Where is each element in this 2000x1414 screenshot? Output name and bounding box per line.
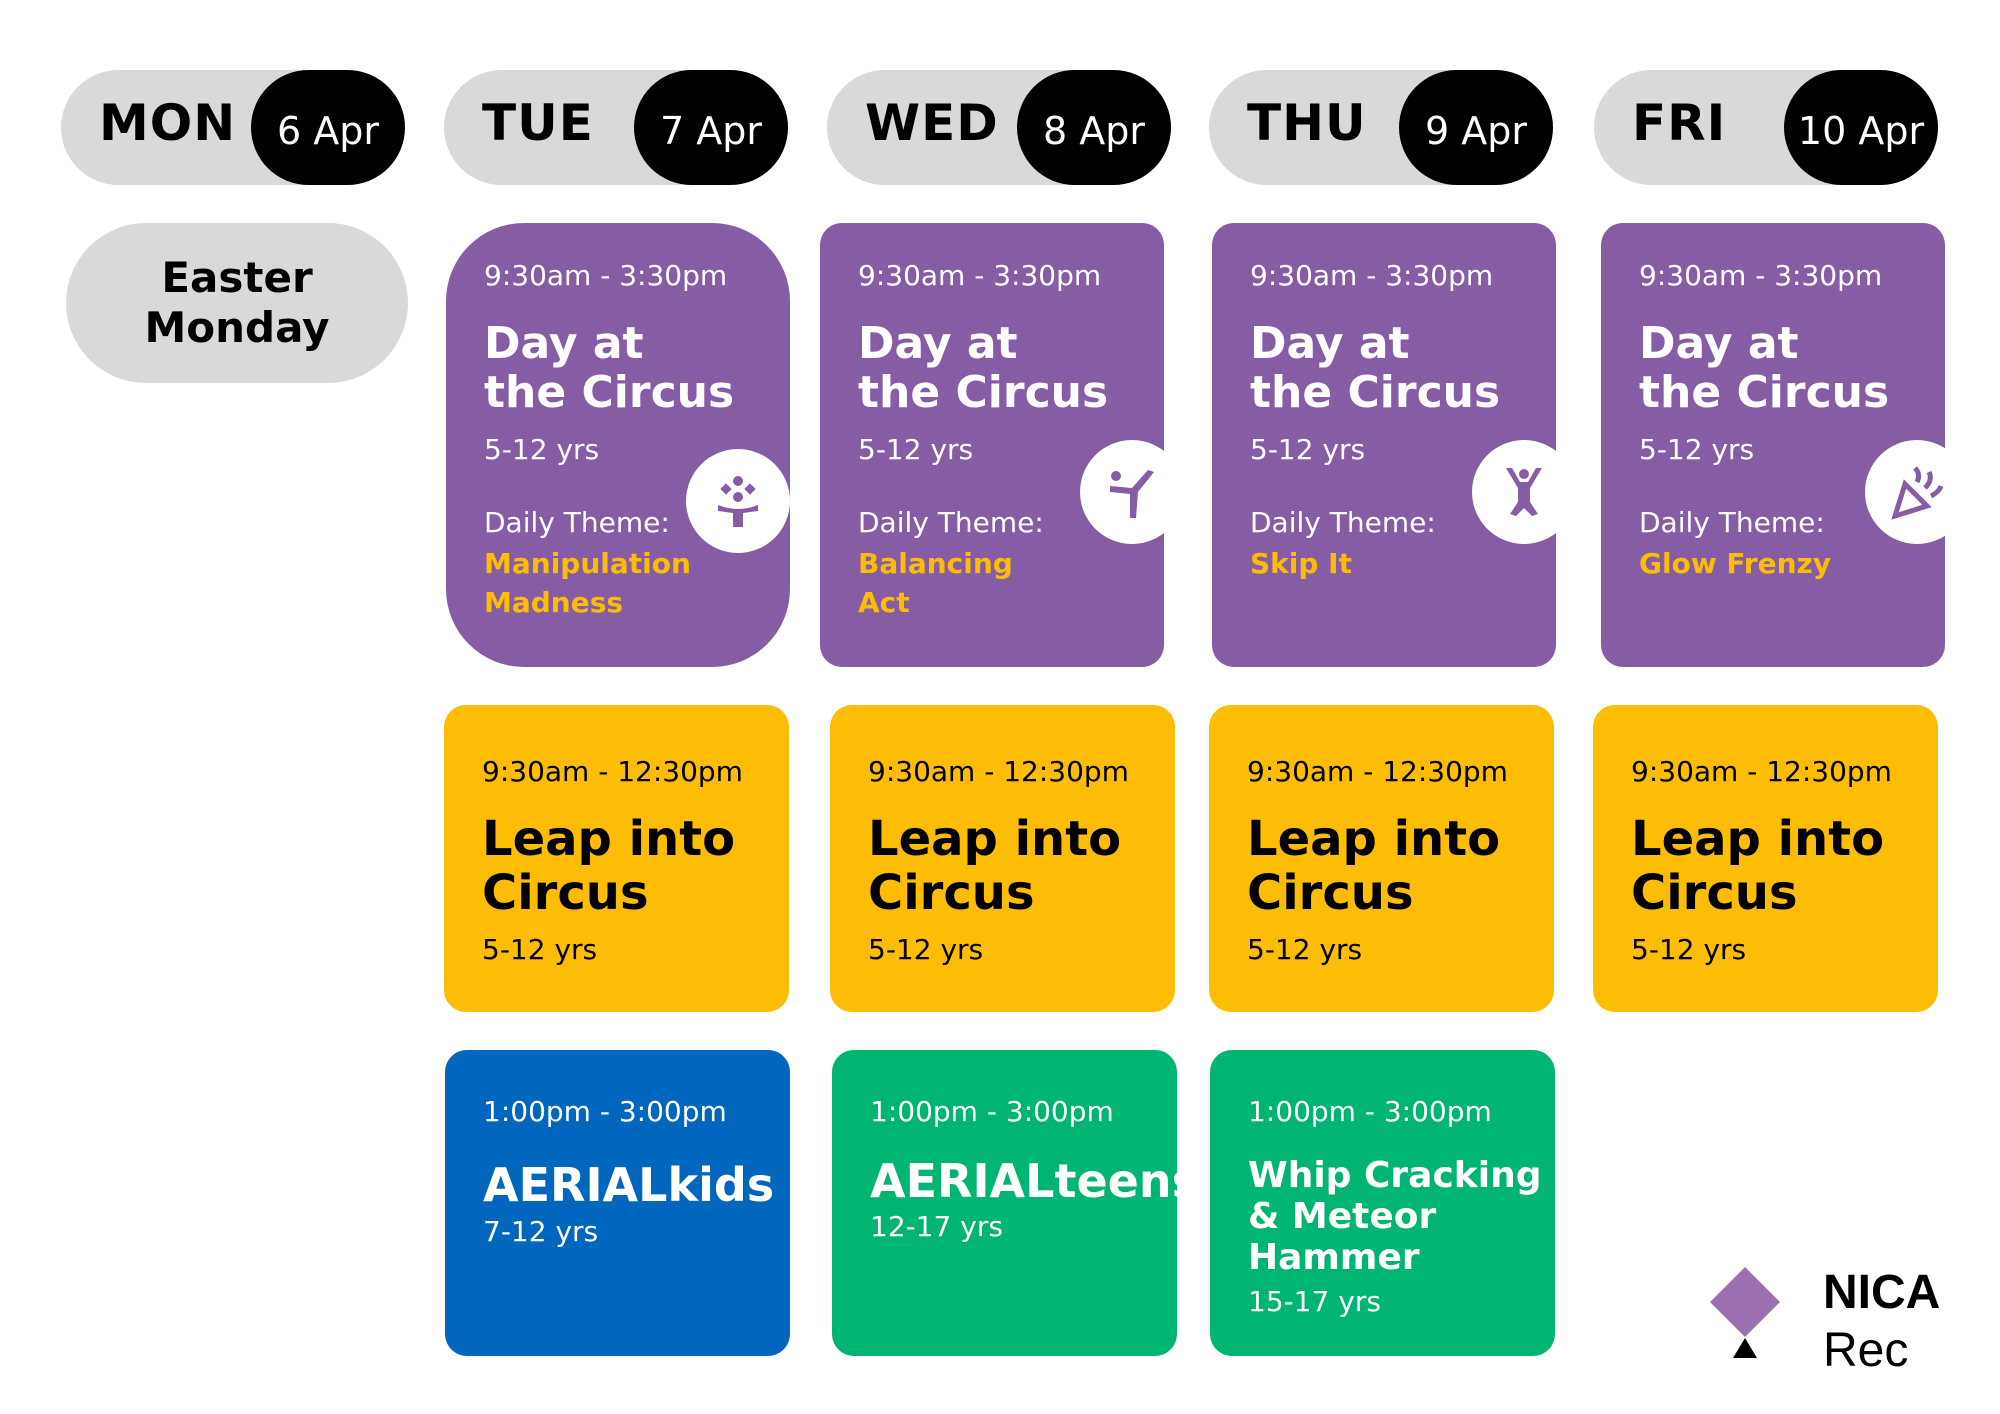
session-time: 9:30am - 3:30pm — [1639, 259, 1883, 292]
age-range: 5-12 yrs — [484, 433, 600, 466]
daily-theme: Skip It — [1250, 547, 1352, 580]
logo-text: NICA Rec — [1823, 1266, 1941, 1377]
day-date: 9 Apr — [1399, 70, 1553, 185]
age-range: 5-12 yrs — [858, 433, 974, 466]
jumping-icon — [1472, 440, 1556, 544]
day-date: 6 Apr — [251, 70, 405, 185]
theme-label: Daily Theme: — [858, 506, 1044, 539]
session-title: Whip Cracking & Meteor Hammer — [1248, 1155, 1542, 1279]
session-time: 9:30am - 12:30pm — [1247, 755, 1508, 788]
session-title: Leap into Circus — [482, 811, 736, 921]
holiday-pill: Easter Monday — [66, 223, 408, 383]
daily-theme: Glow Frenzy — [1639, 547, 1832, 580]
session-title: Leap into Circus — [1247, 811, 1501, 921]
session-time: 1:00pm - 3:00pm — [483, 1095, 727, 1128]
theme-label: Daily Theme: — [1639, 506, 1825, 539]
session-title: AERIALteens — [870, 1154, 1177, 1208]
age-range: 12-17 yrs — [870, 1210, 1003, 1243]
day-date: 7 Apr — [634, 70, 788, 185]
age-range: 5-12 yrs — [482, 933, 598, 966]
session-title: Day at the Circus — [1250, 318, 1501, 419]
age-range: 5-12 yrs — [1250, 433, 1366, 466]
whip-cracking-card[interactable]: 1:00pm - 3:00pm Whip Cracking & Meteor Ham… — [1210, 1050, 1555, 1356]
leap-into-circus-card-wed[interactable]: 9:30am - 12:30pm Leap into Circus 5-12 yr… — [830, 705, 1175, 1012]
session-title: Leap into Circus — [868, 811, 1122, 921]
day-at-circus-card-thu[interactable]: 9:30am - 3:30pm Day at the Circus 5-12 yr… — [1212, 223, 1556, 667]
age-range: 5-12 yrs — [1639, 433, 1755, 466]
aerialteens-card[interactable]: 1:00pm - 3:00pm AERIALteens 12-17 yrs — [832, 1050, 1177, 1356]
leap-into-circus-card-fri[interactable]: 9:30am - 12:30pm Leap into Circus 5-12 yr… — [1593, 705, 1938, 1012]
day-header-tue: TUE 7 Apr — [444, 70, 788, 185]
holiday-line1: Easter — [161, 252, 313, 302]
day-header-wed: WED 8 Apr — [827, 70, 1171, 185]
session-time: 9:30am - 3:30pm — [858, 259, 1102, 292]
day-name: WED — [865, 94, 999, 152]
session-time: 9:30am - 12:30pm — [482, 755, 743, 788]
logo-mark-icon — [1710, 1267, 1780, 1358]
juggling-icon — [686, 449, 790, 553]
leap-into-circus-card-tue[interactable]: 9:30am - 12:30pm Leap into Circus 5-12 yr… — [444, 705, 789, 1012]
aerialkids-card[interactable]: 1:00pm - 3:00pm AERIALkids 7-12 yrs — [445, 1050, 790, 1356]
session-title: AERIALkids — [483, 1158, 775, 1212]
balancing-icon — [1080, 440, 1164, 544]
day-at-circus-card-wed[interactable]: 9:30am - 3:30pm Day at the Circus 5-12 yr… — [820, 223, 1164, 667]
day-name: FRI — [1632, 94, 1727, 152]
session-time: 1:00pm - 3:00pm — [870, 1095, 1114, 1128]
day-name: THU — [1247, 94, 1367, 152]
day-header-fri: FRI 10 Apr — [1594, 70, 1938, 185]
session-title: Day at the Circus — [858, 318, 1109, 419]
day-date: 10 Apr — [1784, 70, 1938, 185]
day-header-thu: THU 9 Apr — [1209, 70, 1553, 185]
party-popper-icon — [1865, 440, 1945, 544]
day-name: TUE — [482, 94, 594, 152]
nica-rec-logo: NICA Rec — [1705, 1262, 2000, 1382]
session-time: 9:30am - 3:30pm — [1250, 259, 1494, 292]
day-name: MON — [99, 94, 237, 152]
day-at-circus-card-tue[interactable]: 9:30am - 3:30pm Day at the Circus 5-12 yr… — [446, 223, 790, 667]
age-range: 5-12 yrs — [1631, 933, 1747, 966]
session-time: 9:30am - 12:30pm — [1631, 755, 1892, 788]
session-title: Leap into Circus — [1631, 811, 1885, 921]
age-range: 15-17 yrs — [1248, 1285, 1381, 1318]
session-title: Day at the Circus — [1639, 318, 1890, 419]
day-at-circus-card-fri[interactable]: 9:30am - 3:30pm Day at the Circus 5-12 yr… — [1601, 223, 1945, 667]
daily-theme: Manipulation Madness — [484, 547, 691, 620]
session-time: 9:30am - 3:30pm — [484, 259, 728, 292]
holiday-line2: Monday — [144, 303, 330, 352]
age-range: 5-12 yrs — [868, 933, 984, 966]
theme-label: Daily Theme: — [1250, 506, 1436, 539]
theme-label: Daily Theme: — [484, 506, 670, 539]
day-date: 8 Apr — [1017, 70, 1171, 185]
age-range: 7-12 yrs — [483, 1215, 599, 1248]
session-title: Day at the Circus — [484, 318, 735, 419]
leap-into-circus-card-thu[interactable]: 9:30am - 12:30pm Leap into Circus 5-12 yr… — [1209, 705, 1554, 1012]
daily-theme: Balancing Act — [858, 547, 1013, 620]
age-range: 5-12 yrs — [1247, 933, 1363, 966]
session-time: 1:00pm - 3:00pm — [1248, 1095, 1492, 1128]
session-time: 9:30am - 12:30pm — [868, 755, 1129, 788]
day-header-mon: MON 6 Apr — [61, 70, 405, 185]
